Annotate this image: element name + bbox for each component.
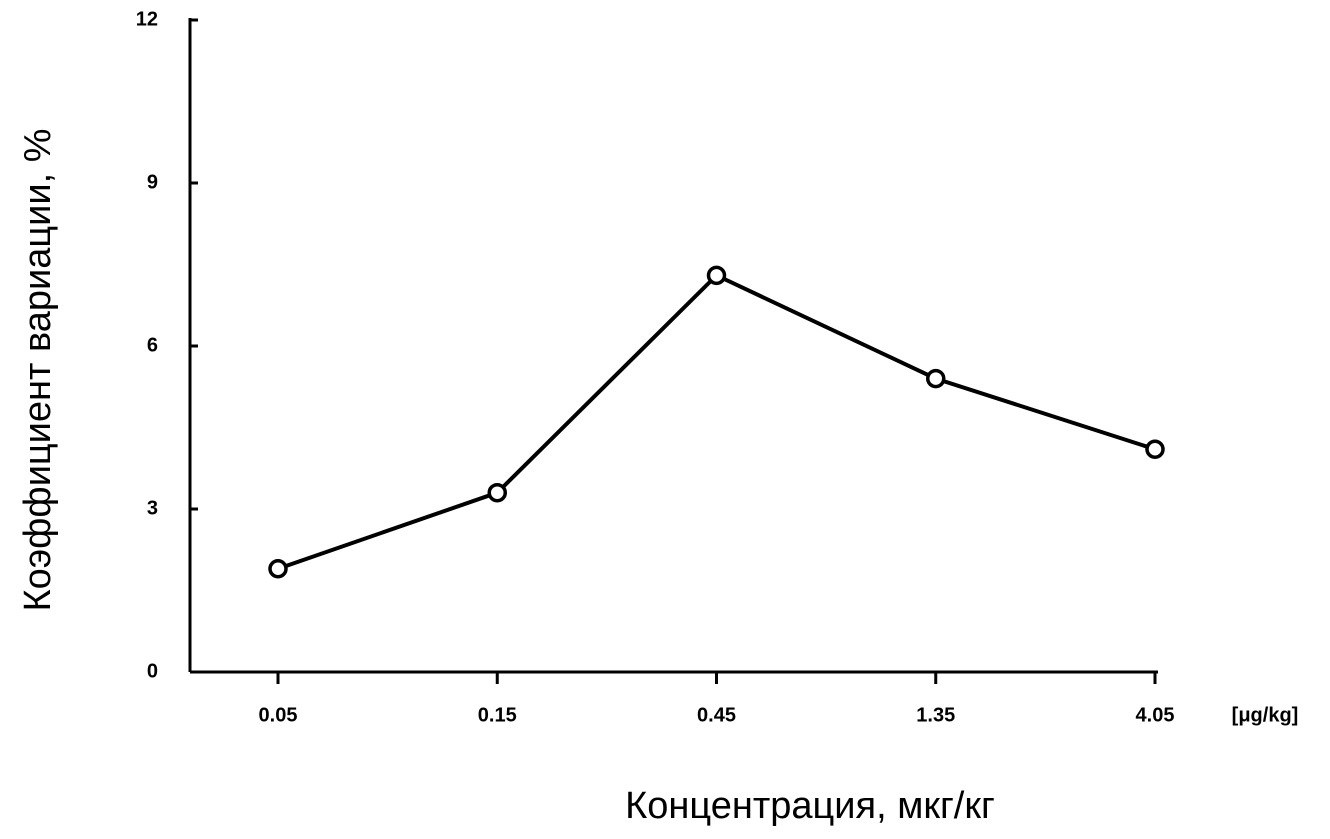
y-tick-label: 3 [147, 497, 158, 519]
x-tick-label: 4.05 [1136, 704, 1175, 726]
line [277, 272, 1156, 571]
x-unit-label: [μg/kg] [1232, 704, 1299, 726]
x-tick-label: 1.35 [916, 704, 955, 726]
y-tick-label: 9 [147, 171, 158, 193]
y-tick-label: 12 [136, 8, 158, 30]
point [926, 368, 946, 389]
point [1145, 439, 1165, 459]
y-axis-title: Коэффициент вариации, % [17, 129, 59, 612]
y-tick-label: 6 [147, 334, 158, 356]
x-tick-label: 0.15 [478, 704, 517, 726]
point [706, 265, 727, 286]
x-tick-label: 0.05 [259, 704, 298, 726]
point [268, 559, 288, 579]
y-tick-label: 0 [147, 660, 158, 682]
x-axis-title: Концентрация, мкг/кг [625, 785, 995, 827]
x-tick-label: 0.45 [697, 704, 736, 726]
point [487, 482, 507, 503]
